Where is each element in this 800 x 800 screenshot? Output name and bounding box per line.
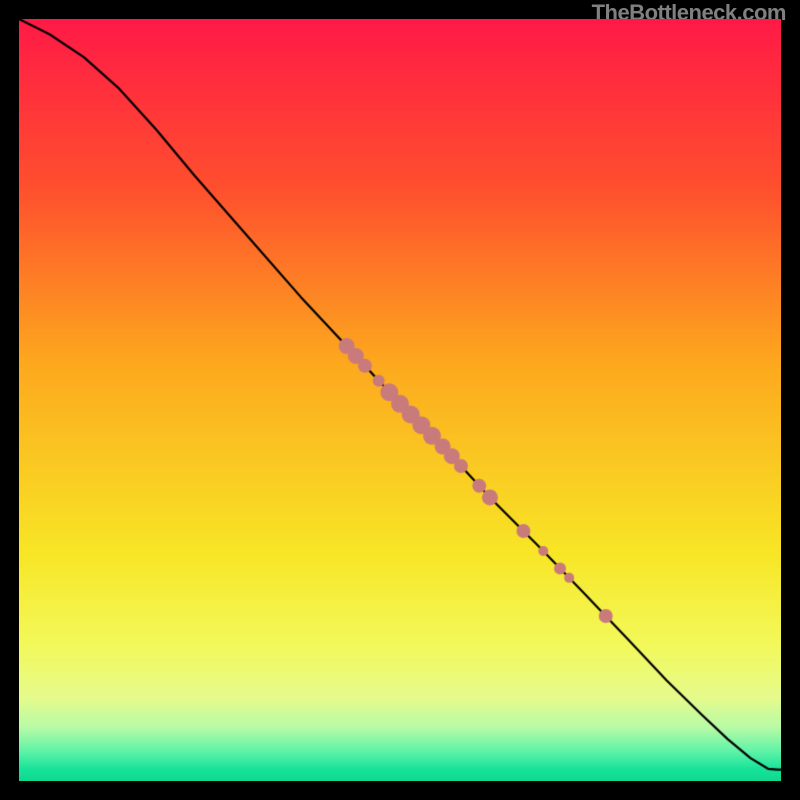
chart-frame: TheBottleneck.com [0,0,800,800]
plot-area [19,19,781,781]
chart-canvas [19,19,781,781]
